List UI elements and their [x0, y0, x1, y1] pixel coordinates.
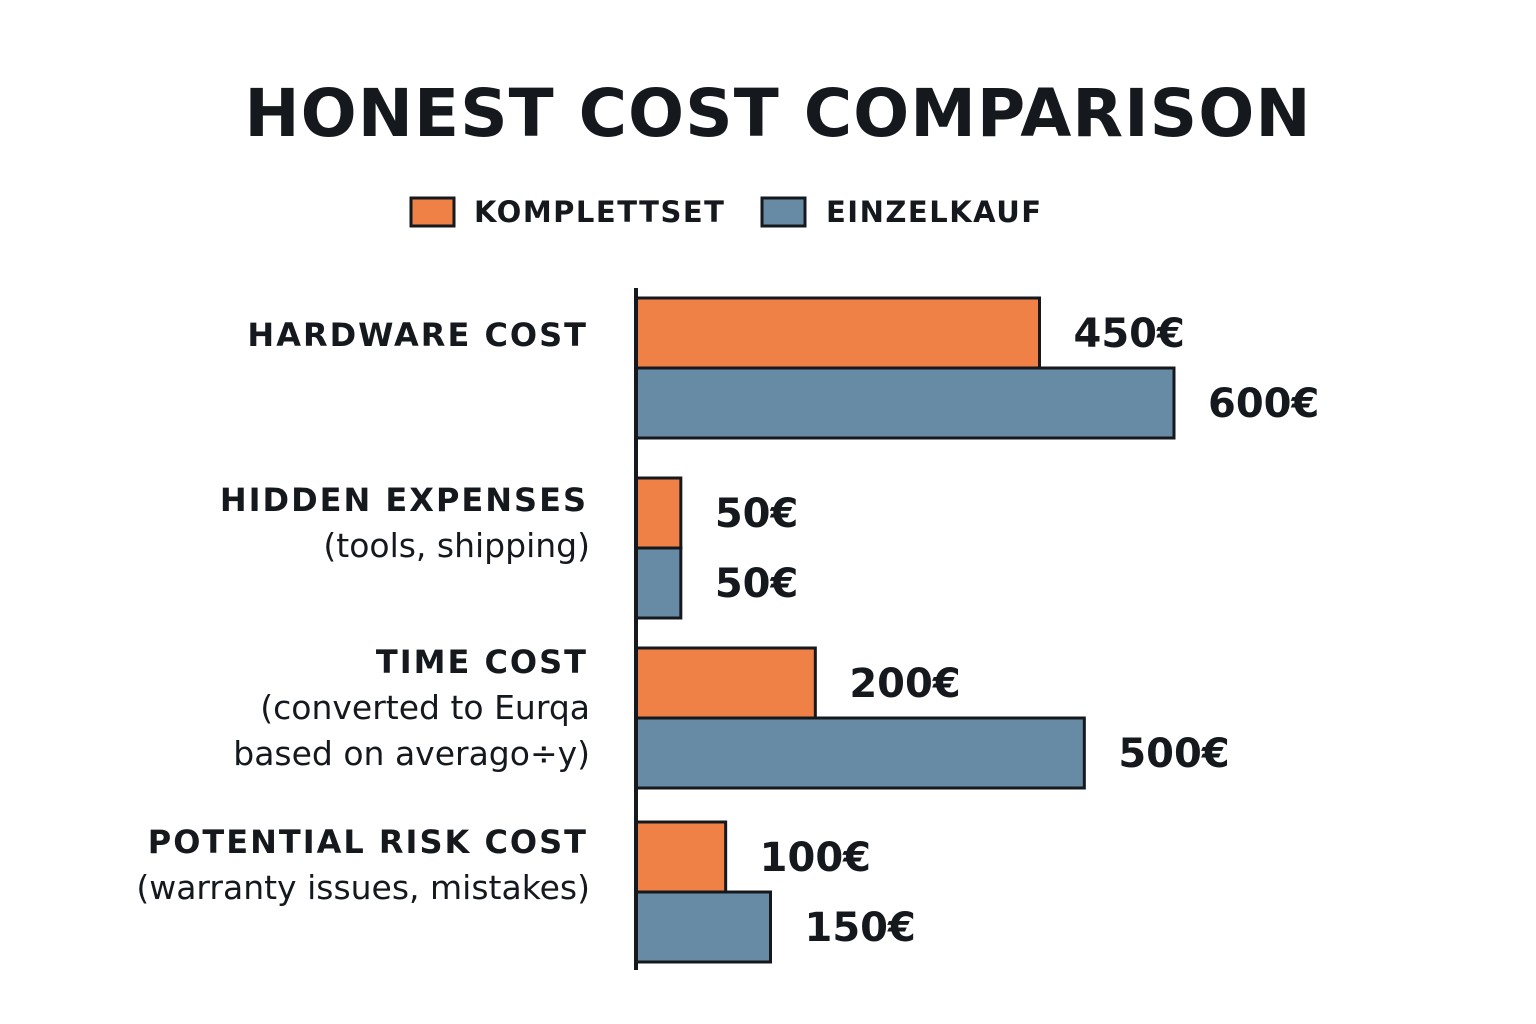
value-label-einzelkauf-0: 600€	[1208, 381, 1319, 427]
value-label-komplettset-2: 200€	[849, 661, 960, 707]
category-label-2: TIME COST	[376, 643, 588, 681]
bar-einzelkauf-0	[634, 366, 1176, 440]
category-label-1: HIDDEN EXPENSES	[220, 481, 588, 519]
category-label-3: POTENTIAL RISK COST	[148, 823, 588, 861]
legend-swatch-komplettset	[409, 196, 456, 228]
category-sublabel-3-0: (warranty issues, mistakes)	[136, 868, 590, 907]
bar-einzelkauf-2	[634, 716, 1086, 790]
bars-layer	[634, 296, 1176, 964]
value-label-komplettset-3: 100€	[760, 835, 871, 881]
bar-einzelkauf-1	[634, 546, 683, 620]
value-label-einzelkauf-2: 500€	[1118, 731, 1229, 777]
value-labels-layer: 450€ 600€ 50€ 50€ 200€ 500€ 100€ 150€	[715, 311, 1319, 951]
category-sublabel-2-0: (converted to Eurqa	[260, 688, 590, 727]
bar-komplettset-2	[634, 646, 817, 720]
legend-label-komplettset: KOMPLETTSET	[474, 195, 725, 229]
bar-einzelkauf-3	[634, 890, 772, 964]
legend-swatch-einzelkauf	[760, 196, 807, 228]
legend: KOMPLETTSET EINZELKAUF	[409, 195, 1043, 229]
value-label-einzelkauf-3: 150€	[805, 905, 916, 951]
category-labels-layer: HARDWARE COST HIDDEN EXPENSES (tools, ship…	[136, 316, 590, 907]
category-sublabel-1-0: (tools, shipping)	[323, 526, 590, 565]
category-sublabel-2-1: based on averago÷y)	[233, 734, 590, 773]
bar-komplettset-0	[634, 296, 1041, 370]
category-label-0: HARDWARE COST	[247, 316, 588, 354]
legend-label-einzelkauf: EINZELKAUF	[826, 195, 1043, 229]
chart-title: HONEST COST COMPARISON	[244, 75, 1311, 152]
bar-komplettset-1	[634, 476, 683, 550]
value-label-einzelkauf-1: 50€	[715, 561, 799, 607]
value-label-komplettset-1: 50€	[715, 491, 799, 537]
value-label-komplettset-0: 450€	[1074, 311, 1185, 357]
bar-komplettset-3	[634, 820, 728, 894]
